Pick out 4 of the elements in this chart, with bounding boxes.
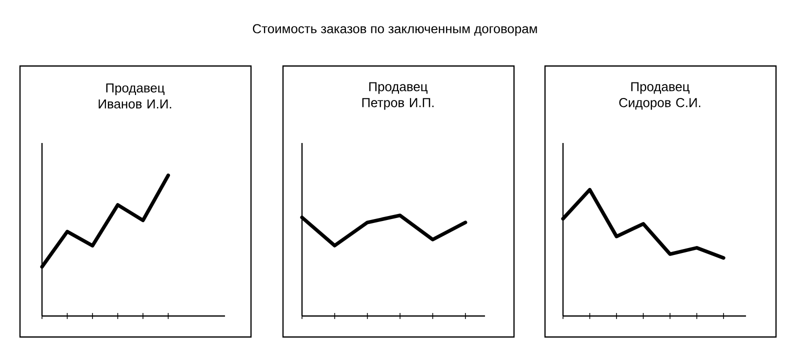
chart-title: Продавец Сидоров С.И. <box>619 82 700 110</box>
chart-title: Продавец Иванов И.И. <box>98 84 172 108</box>
chart-title: Продавец Петров И.П. <box>362 82 434 110</box>
text: Стоимость заказов по заключенным договорам <box>252 24 537 36</box>
